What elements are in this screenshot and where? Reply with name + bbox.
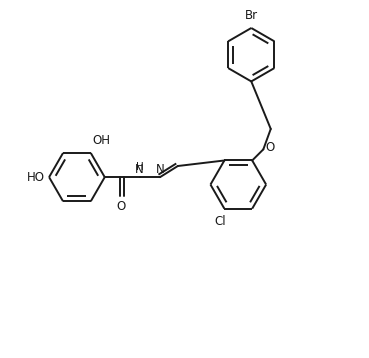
Text: N: N [156,163,164,176]
Text: OH: OH [93,135,111,147]
Text: O: O [117,200,126,213]
Text: Cl: Cl [215,216,227,228]
Text: O: O [266,141,275,154]
Text: Br: Br [245,9,258,22]
Text: HO: HO [27,171,45,184]
Text: N: N [135,163,144,176]
Text: H: H [136,161,144,171]
